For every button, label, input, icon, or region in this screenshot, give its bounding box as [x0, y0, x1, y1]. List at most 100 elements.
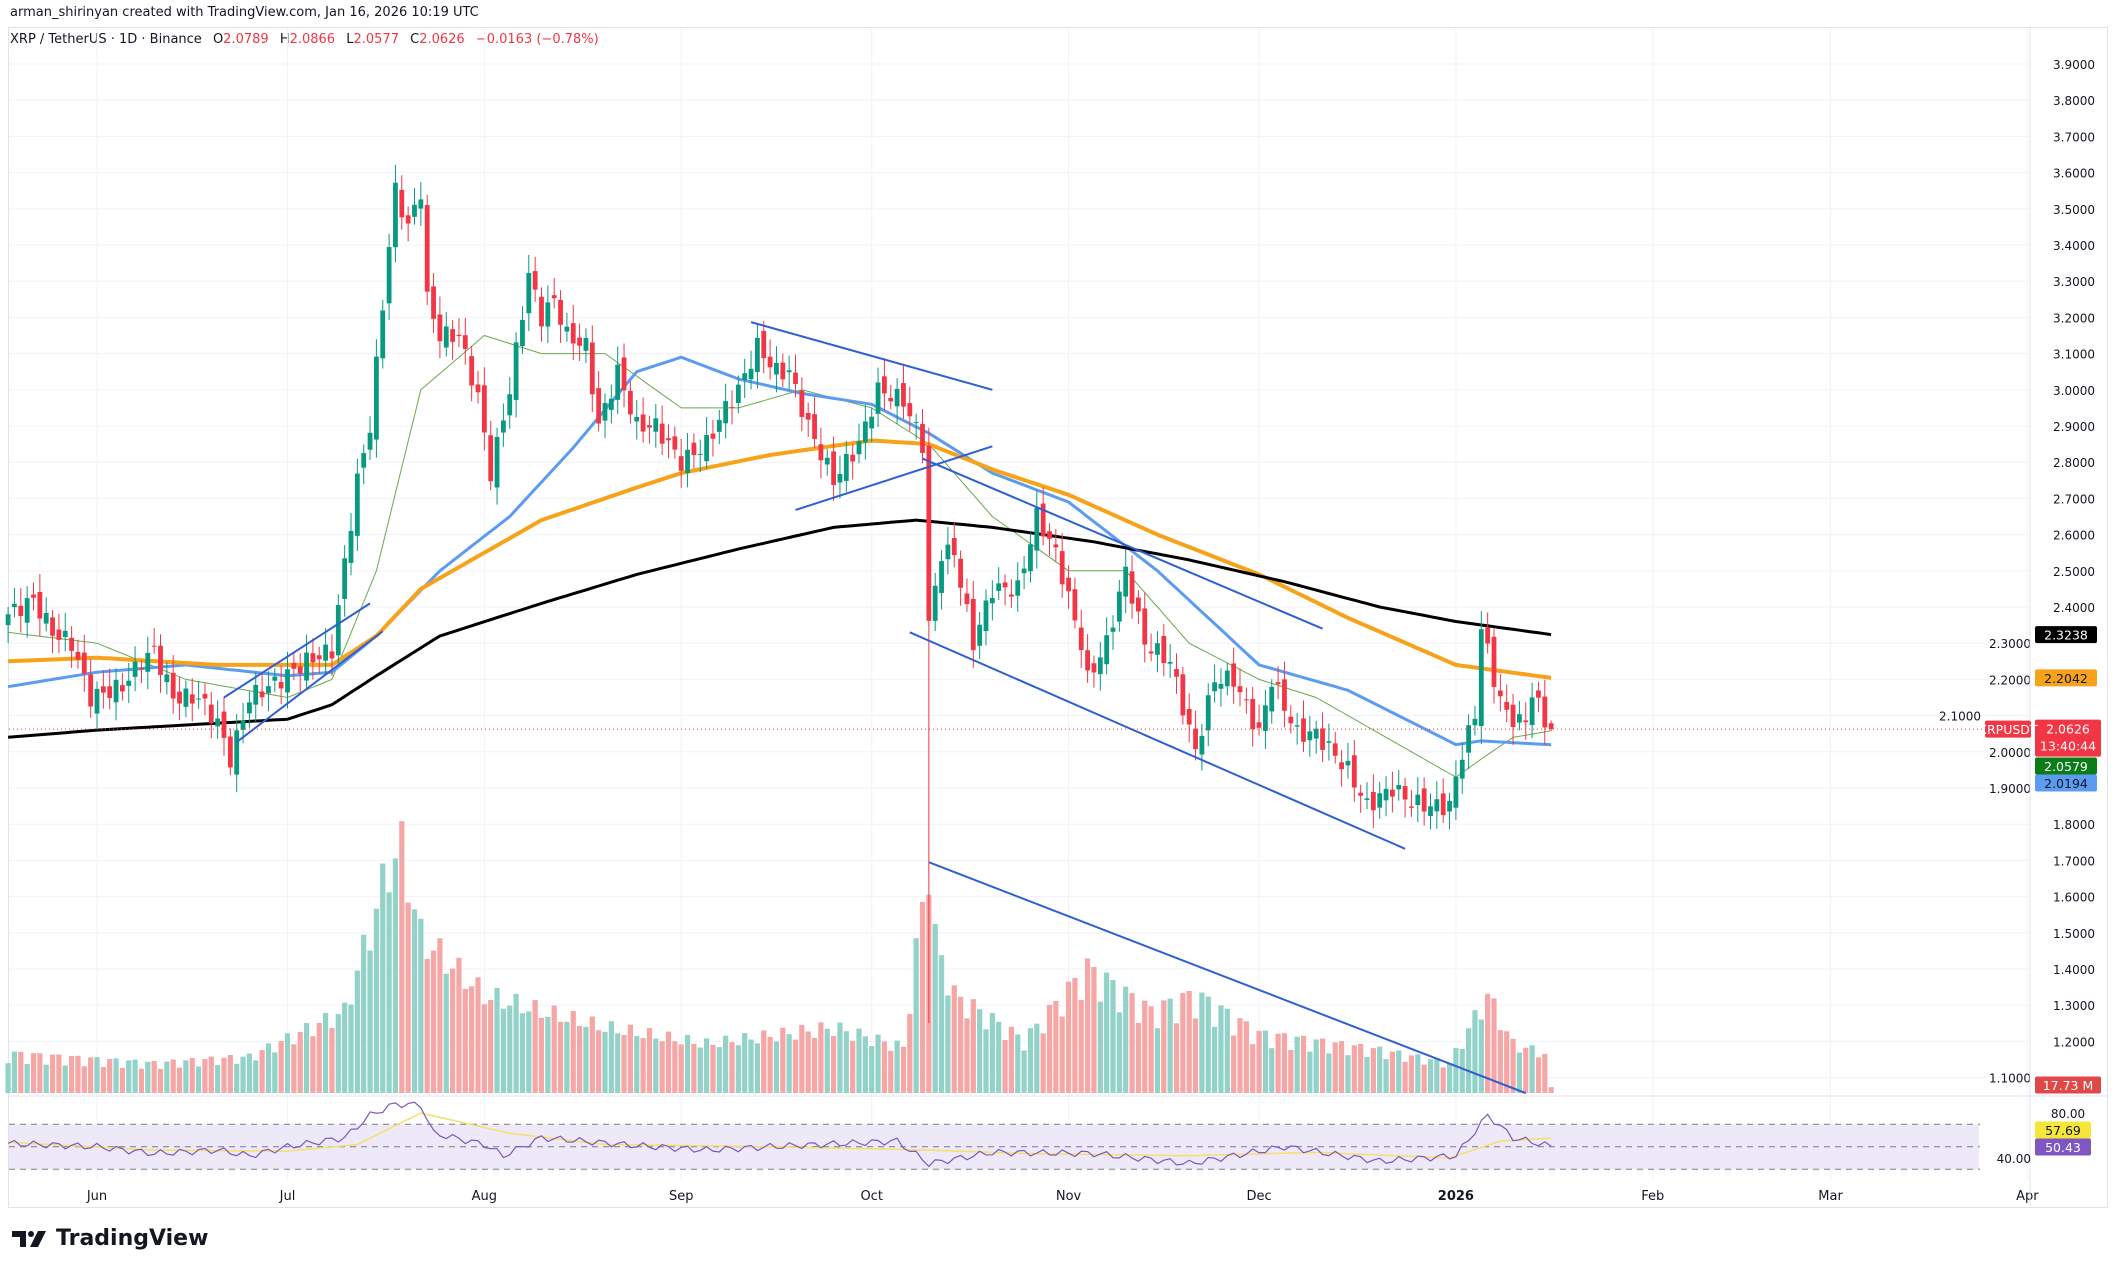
candle — [1116, 579, 1122, 632]
rsi-ma-tag-text: 57.69 — [2045, 1123, 2081, 1138]
candle — [189, 678, 195, 722]
trendline[interactable] — [909, 631, 1406, 850]
candle — [285, 651, 290, 709]
volume-bar — [894, 1040, 900, 1093]
volume-tag: 17.73 M — [2035, 1076, 2101, 1094]
candle — [1123, 548, 1129, 614]
candle — [1212, 664, 1217, 703]
candle — [716, 409, 722, 445]
trendline[interactable] — [795, 445, 993, 511]
volume-bar — [545, 1016, 551, 1093]
volume-bar — [1104, 972, 1110, 1093]
high-value: 2.0866 — [289, 32, 336, 47]
candle — [43, 597, 49, 632]
candle — [1078, 609, 1084, 668]
candle — [469, 345, 475, 402]
volume-bar — [418, 918, 424, 1093]
volume-bar — [665, 1031, 672, 1093]
candle — [5, 607, 11, 644]
candle — [996, 567, 1002, 600]
volume-bar — [303, 1023, 310, 1093]
volume-bar — [1548, 1087, 1554, 1093]
trendline[interactable] — [922, 457, 1323, 630]
ma-50-line — [7, 355, 1552, 747]
volume-bar — [81, 1066, 87, 1093]
candle — [1237, 668, 1243, 707]
candle — [564, 312, 570, 342]
candle — [1478, 611, 1484, 745]
candle — [526, 254, 532, 332]
candle — [691, 433, 697, 469]
ma-200-line — [7, 518, 1552, 739]
volume-bar — [1434, 1058, 1440, 1093]
volume-bar — [450, 968, 456, 1093]
candle — [1320, 712, 1325, 763]
candle — [107, 668, 113, 710]
volume-bar — [1237, 1018, 1243, 1093]
candle — [1129, 555, 1135, 619]
candle — [348, 512, 354, 576]
x-tick-label: Feb — [1641, 1189, 1664, 1204]
volume-bar — [43, 1064, 49, 1093]
volume-bar — [1046, 1004, 1053, 1093]
y-tick-label: 1.7000 — [2053, 854, 2095, 868]
volume-bar — [62, 1065, 68, 1093]
volume-bar — [113, 1058, 119, 1093]
volume-bar — [742, 1033, 748, 1093]
y-tick-label: 2.4000 — [2053, 601, 2095, 615]
candle — [456, 318, 462, 348]
volume-bar — [843, 1031, 849, 1093]
volume-bar — [996, 1021, 1002, 1093]
candle — [653, 404, 659, 448]
volume-bar — [132, 1059, 138, 1093]
volume-bar — [1307, 1051, 1313, 1093]
candle — [818, 427, 824, 479]
candle — [1174, 653, 1179, 694]
volume-bar — [1288, 1049, 1294, 1093]
candle — [151, 628, 157, 654]
y-tick-label: 3.7000 — [2053, 130, 2095, 144]
candles — [5, 164, 1554, 1024]
candle — [1015, 562, 1021, 612]
volume-bar — [869, 1045, 875, 1093]
volume-bar — [608, 1021, 614, 1093]
volume-bar — [919, 901, 926, 1093]
volume-bar — [208, 1056, 214, 1093]
volume-bar — [1453, 1048, 1459, 1093]
candle — [278, 665, 284, 705]
trendline[interactable] — [750, 321, 993, 391]
volume-bar — [710, 1044, 716, 1093]
volume-bar — [1396, 1050, 1402, 1093]
candle — [678, 438, 684, 488]
candle — [977, 611, 983, 660]
trendline[interactable] — [236, 630, 384, 743]
volume-bar — [805, 1031, 811, 1093]
candle — [272, 668, 278, 692]
candle — [1205, 683, 1211, 747]
candle — [450, 320, 455, 360]
tradingview-logo[interactable]: TradingView — [12, 1226, 208, 1251]
volume-bar — [1281, 1033, 1288, 1093]
volume-bar — [49, 1054, 56, 1093]
candle — [1351, 739, 1357, 802]
trendline[interactable] — [928, 861, 1527, 1095]
volume-bar — [1148, 1006, 1154, 1093]
candle — [94, 681, 100, 730]
volume-bar — [11, 1051, 18, 1093]
candle — [1390, 771, 1395, 813]
trendline[interactable] — [223, 602, 371, 699]
volume-bar — [634, 1035, 640, 1093]
volume-bar — [69, 1056, 75, 1093]
volume-bar — [1129, 993, 1135, 1093]
candle — [1085, 634, 1090, 683]
candle — [628, 381, 633, 424]
candle — [748, 350, 754, 390]
candle — [824, 449, 830, 476]
candle — [615, 346, 621, 415]
candle — [1066, 565, 1071, 609]
volume-bar — [570, 1011, 576, 1093]
volume-bar — [310, 1036, 316, 1093]
candle — [323, 628, 328, 674]
symbol-legend[interactable]: XRP / TetherUS · 1D · Binance O2.0789 H2… — [10, 32, 599, 47]
